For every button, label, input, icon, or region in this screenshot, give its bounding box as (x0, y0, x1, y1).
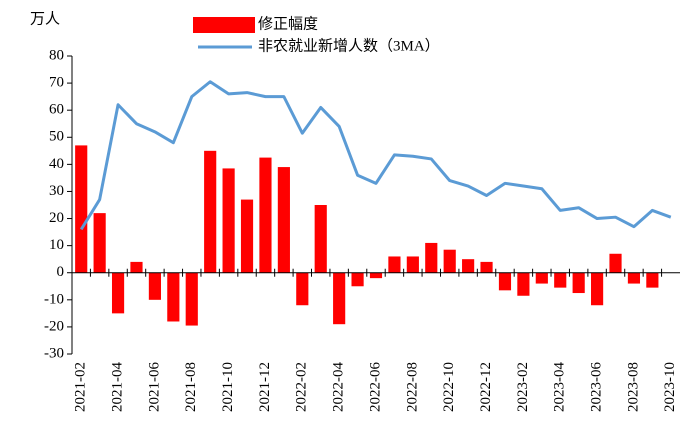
y-tick-label: -30 (44, 345, 64, 361)
bar (425, 242, 438, 273)
bar (111, 272, 125, 314)
bar (222, 168, 235, 273)
bar (627, 272, 641, 284)
bar (572, 272, 585, 294)
x-tick-label: 2023-06 (589, 362, 605, 412)
bar (443, 249, 456, 273)
x-tick-label: 2023-08 (625, 362, 641, 412)
bar (314, 205, 327, 273)
x-tick-label: 2021-10 (220, 362, 236, 412)
x-tick-label: 2022-12 (478, 362, 494, 412)
bar (240, 199, 254, 273)
y-tick-label: 30 (49, 183, 64, 199)
x-tick-label: 2022-10 (441, 362, 457, 412)
bar (369, 272, 383, 279)
bar (535, 272, 548, 284)
bar (93, 213, 106, 273)
legend-label: 修正幅度 (258, 15, 318, 32)
bar (498, 272, 512, 291)
x-tick-label: 2022-02 (294, 362, 310, 412)
x-tick-label: 2023-04 (552, 362, 568, 412)
x-tick-label: 2022-06 (367, 362, 383, 412)
y-tick-label: 70 (49, 75, 64, 91)
bar (277, 167, 290, 273)
legend-swatch (193, 17, 255, 33)
y-tick-label: 40 (49, 156, 64, 172)
bar (406, 256, 419, 273)
bar (480, 261, 493, 273)
bar (333, 272, 346, 325)
bar (351, 272, 364, 287)
y-tick-label: -20 (44, 318, 64, 334)
bar (554, 272, 567, 288)
bar (388, 256, 401, 273)
bar (517, 272, 530, 296)
y-tick-label: 60 (49, 102, 64, 118)
bar (148, 272, 161, 300)
y-unit: 万人 (30, 10, 60, 27)
bar (609, 253, 622, 273)
y-tick-label: 0 (57, 264, 65, 280)
bar (75, 145, 88, 273)
bar (185, 272, 198, 326)
x-tick-label: 2021-04 (109, 362, 125, 412)
y-tick-label: 20 (49, 210, 64, 226)
x-tick-label: 2023-10 (662, 362, 678, 412)
line (79, 80, 672, 231)
y-tick-label: 80 (49, 47, 64, 63)
x-tick-label: 2021-08 (183, 362, 199, 412)
bar (462, 259, 475, 273)
legend-label: 非农就业新增人数（3MA） (258, 37, 440, 54)
y-tick-label: -10 (44, 291, 64, 307)
bar (259, 157, 272, 273)
bar (167, 272, 180, 322)
x-tick-label: 2023-02 (515, 362, 531, 412)
x-tick-label: 2021-02 (73, 362, 89, 412)
bar (591, 272, 604, 306)
x-tick-label: 2022-04 (331, 362, 347, 412)
x-tick-label: 2021-06 (146, 362, 162, 412)
y-tick-label: 50 (49, 129, 64, 145)
bar (646, 272, 659, 288)
x-tick-label: 2022-08 (404, 362, 420, 412)
bar (296, 272, 309, 306)
bar (204, 150, 217, 273)
bar (130, 261, 143, 273)
y-tick-label: 10 (49, 237, 64, 253)
x-tick-label: 2021-12 (257, 362, 273, 412)
